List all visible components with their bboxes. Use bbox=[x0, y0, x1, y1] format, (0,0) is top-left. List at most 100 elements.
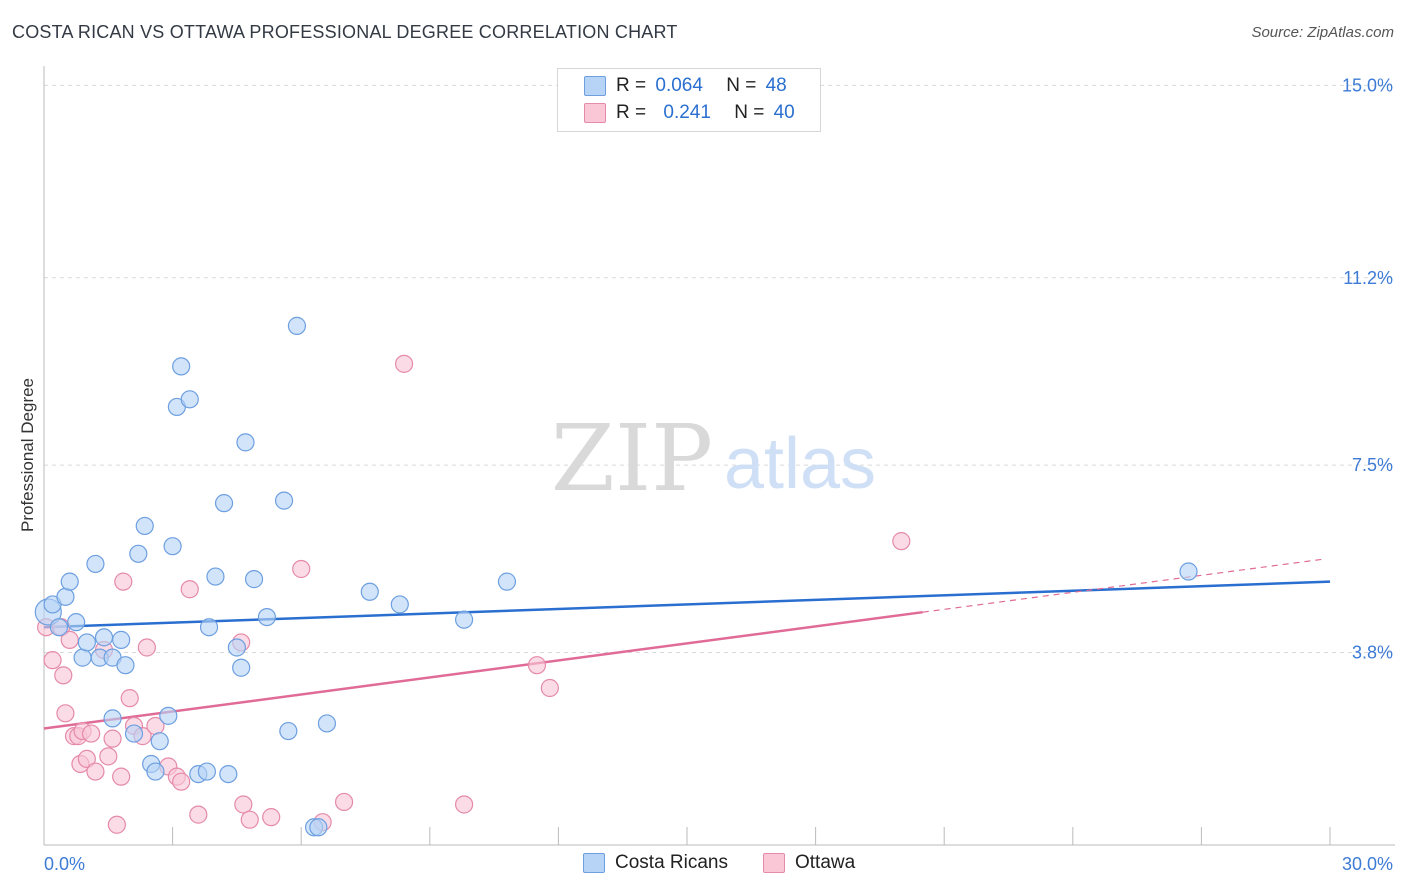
ottawa-point-17 bbox=[112, 767, 131, 786]
ottawa-point-33 bbox=[292, 559, 311, 579]
costa-ricans-point-14 bbox=[103, 709, 122, 728]
y-tick-label-3: 15.0% bbox=[1342, 75, 1393, 95]
y-tick-label-1: 7.5% bbox=[1352, 455, 1393, 475]
costa-ricans-point-30 bbox=[214, 494, 234, 513]
r-label: R = bbox=[616, 75, 647, 96]
costa-ricans-point-34 bbox=[236, 433, 255, 452]
ottawa-point-3 bbox=[54, 666, 73, 685]
costa-ricans-point-27 bbox=[197, 762, 216, 781]
n-label: N = bbox=[734, 102, 765, 123]
x-tick-label-1: 30.0% bbox=[1342, 854, 1393, 874]
watermark-zip: ZIP bbox=[551, 405, 713, 512]
costa-ricans-point-15 bbox=[124, 724, 144, 743]
costa-ricans-point-33 bbox=[232, 658, 251, 677]
ottawa-point-22 bbox=[137, 638, 156, 657]
ottawa-point-38 bbox=[527, 656, 547, 675]
costa-ricans-point-3 bbox=[56, 587, 75, 606]
ottawa-point-31 bbox=[240, 810, 259, 829]
ottawa-point-40 bbox=[892, 532, 911, 551]
costa-ricans-point-12 bbox=[112, 630, 131, 649]
costa-ricans-point-7 bbox=[77, 633, 96, 652]
costa-ricans-point-37 bbox=[274, 491, 294, 510]
n-label: N = bbox=[726, 75, 757, 96]
ottawa-point-36 bbox=[394, 354, 414, 373]
ottawa-point-12 bbox=[86, 762, 105, 781]
ottawa-point-27 bbox=[180, 580, 199, 599]
costa-ricans-point-13 bbox=[116, 656, 135, 675]
tick-labels: 3.8% 7.5% 11.2% 15.0% 0.0% 30.0% bbox=[44, 75, 1393, 874]
ottawa-point-16 bbox=[107, 815, 126, 834]
ottawa-point-14 bbox=[99, 747, 118, 766]
costa-ricans-point-38 bbox=[279, 721, 298, 741]
r-value: 0.064 bbox=[655, 75, 703, 96]
ottawa-point-1 bbox=[43, 651, 62, 670]
watermark-atlas: atlas bbox=[724, 424, 876, 504]
ottawa-point-35 bbox=[334, 792, 354, 812]
costa-ricans-point-45 bbox=[454, 610, 474, 629]
axes bbox=[43, 66, 1395, 846]
legend-item-ottawa: Ottawa bbox=[763, 852, 855, 874]
ottawa-point-18 bbox=[114, 572, 133, 591]
ottawa-point-11 bbox=[82, 724, 101, 743]
costa-ricans-point-35 bbox=[244, 570, 264, 589]
ottawa-trend-extension bbox=[922, 558, 1326, 613]
costa-ricans-point-10 bbox=[94, 628, 114, 647]
legend-swatch-blue bbox=[584, 76, 606, 96]
legend-item-costa-ricans: Costa Ricans bbox=[583, 852, 728, 874]
costa-ricans-point-16 bbox=[129, 544, 148, 563]
legend-swatch-blue bbox=[583, 853, 605, 873]
stats-legend: R = 0.064 N = 48 R = 0.241 N = 40 bbox=[557, 68, 821, 132]
costa-ricans-point-24 bbox=[172, 357, 191, 376]
r-value: 0.241 bbox=[663, 102, 711, 123]
costa-ricans-point-41 bbox=[309, 818, 328, 837]
costa-ricans-point-25 bbox=[180, 390, 199, 409]
ottawa-point-15 bbox=[103, 729, 122, 748]
costa-ricans-point-42 bbox=[317, 714, 337, 733]
legend-label-costa-ricans: Costa Ricans bbox=[615, 852, 728, 873]
costa-ricans-point-17 bbox=[135, 516, 154, 536]
ottawa-trend-line bbox=[43, 610, 923, 730]
costa-ricans-point-32 bbox=[227, 638, 246, 657]
y-tick-label-0: 3.8% bbox=[1352, 643, 1393, 663]
ottawa-point-39 bbox=[540, 678, 559, 698]
costa-ricans-trend-line bbox=[43, 580, 1331, 629]
costa-ricans-point-22 bbox=[163, 537, 182, 556]
costa-ricans-point-8 bbox=[86, 554, 105, 574]
ottawa-point-30 bbox=[234, 795, 253, 814]
costa-ricans-point-44 bbox=[390, 595, 409, 614]
costa-ricans-point-36 bbox=[257, 607, 277, 627]
costa-ricans-point-5 bbox=[67, 613, 86, 632]
legend-label-ottawa: Ottawa bbox=[795, 852, 856, 873]
costa-ricans-point-47 bbox=[1179, 562, 1198, 581]
data-points bbox=[34, 316, 1198, 837]
ottawa-point-26 bbox=[172, 772, 191, 791]
ottawa-point-19 bbox=[120, 689, 139, 708]
watermark: ZIP atlas bbox=[551, 405, 876, 512]
legend-swatch-pink bbox=[763, 853, 785, 873]
chart-title: COSTA RICAN VS OTTAWA PROFESSIONAL DEGRE… bbox=[12, 22, 678, 42]
n-value: 40 bbox=[773, 102, 795, 123]
costa-ricans-point-29 bbox=[206, 567, 225, 586]
costa-ricans-point-43 bbox=[360, 582, 379, 601]
legend-swatch-pink bbox=[584, 103, 606, 123]
y-tick-label-2: 11.2% bbox=[1343, 268, 1393, 288]
costa-ricans-point-4 bbox=[60, 572, 79, 591]
ottawa-point-28 bbox=[189, 805, 208, 824]
costa-ricans-point-19 bbox=[146, 762, 165, 781]
costa-ricans-point-6 bbox=[73, 648, 92, 667]
r-label: R = bbox=[616, 102, 647, 123]
source-label: Source: ZipAtlas.com bbox=[1251, 24, 1394, 41]
costa-ricans-point-2 bbox=[49, 618, 69, 637]
costa-ricans-point-20 bbox=[150, 732, 169, 751]
ottawa-point-32 bbox=[262, 808, 281, 827]
costa-ricans-point-46 bbox=[497, 572, 517, 591]
ottawa-point-37 bbox=[454, 795, 474, 814]
costa-ricans-point-39 bbox=[287, 316, 307, 335]
costa-ricans-point-31 bbox=[219, 764, 238, 784]
costa-ricans-point-21 bbox=[159, 706, 178, 725]
x-tick-label-0: 0.0% bbox=[44, 854, 85, 874]
costa-ricans-point-28 bbox=[199, 618, 219, 637]
n-value: 48 bbox=[765, 75, 787, 96]
ottawa-point-10 bbox=[77, 749, 96, 769]
